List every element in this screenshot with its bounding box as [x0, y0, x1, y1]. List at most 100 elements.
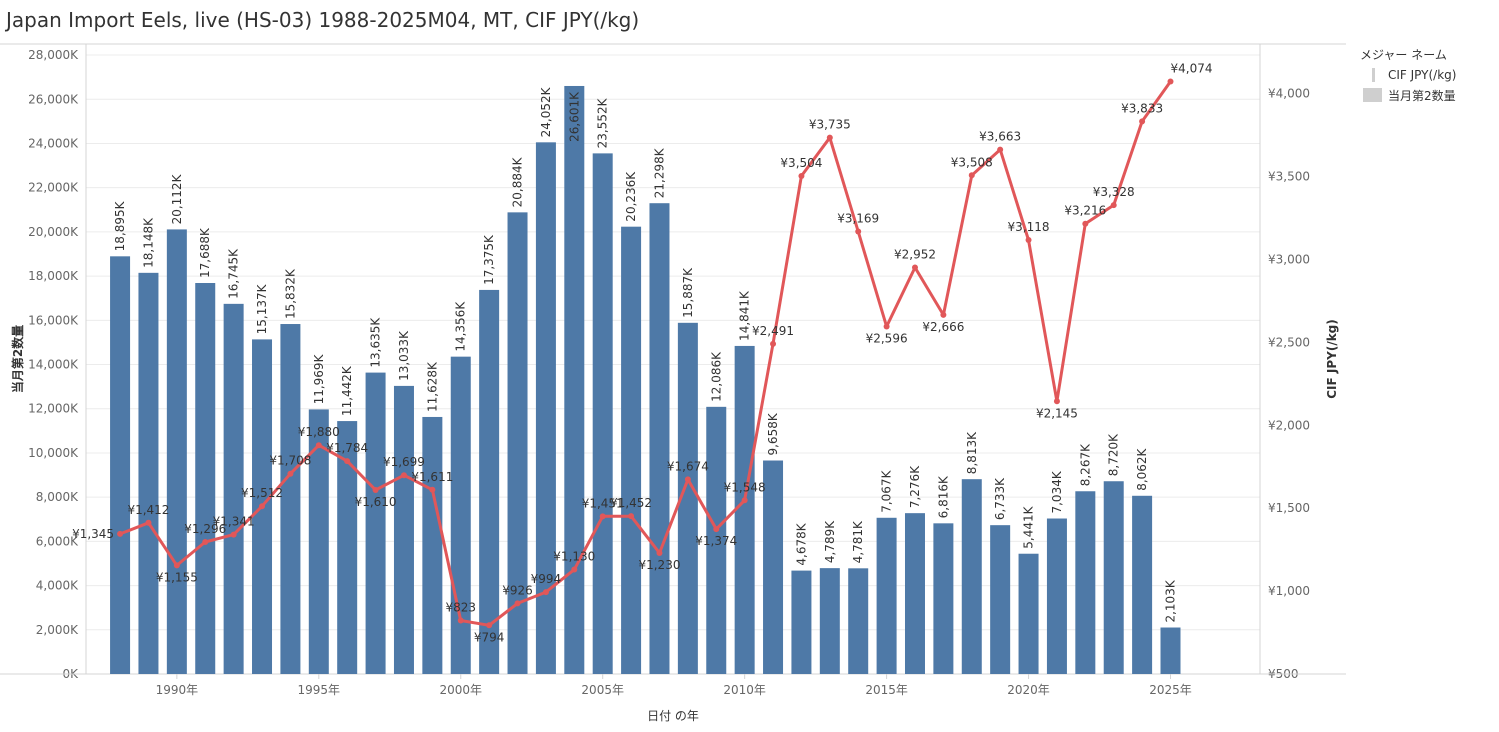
line-point — [287, 470, 294, 477]
y-right-tick-label: ¥1,000 — [1268, 584, 1310, 598]
line-point — [1139, 118, 1146, 125]
bar-value-label: 15,832K — [283, 268, 297, 319]
bar-value-label: 13,635K — [369, 317, 383, 368]
bar — [649, 203, 670, 675]
bar — [592, 153, 613, 675]
y-left-tick-label: 22,000K — [28, 181, 79, 195]
x-tick-label: 1990年 — [156, 683, 199, 697]
bar-value-label: 6,816K — [936, 475, 950, 518]
line-value-label: ¥3,504 — [780, 156, 822, 170]
x-tick-label: 2010年 — [723, 683, 766, 697]
bar-value-label: 7,067K — [880, 469, 894, 512]
line-point — [1167, 78, 1174, 85]
line-value-label: ¥1,345 — [72, 527, 114, 541]
bar — [507, 212, 528, 674]
line-point — [911, 264, 918, 271]
y-right-tick-label: ¥4,000 — [1268, 87, 1310, 101]
line-point — [770, 340, 777, 347]
bar — [138, 272, 159, 674]
y-left-tick-label: 24,000K — [28, 136, 79, 150]
line-value-label: ¥1,611 — [411, 470, 453, 484]
bar — [706, 406, 727, 674]
line-value-label: ¥1,512 — [241, 486, 283, 500]
line-value-label: ¥1,610 — [355, 495, 397, 509]
bar — [337, 421, 358, 674]
y-left-tick-label: 12,000K — [28, 402, 79, 416]
line-point — [599, 513, 606, 520]
legend: メジャー ネーム CIF JPY(/kg) 当月第2数量 — [1360, 46, 1495, 105]
bar-value-label: 14,841K — [738, 290, 752, 341]
bar-value-label: 8,813K — [965, 431, 979, 474]
bar — [763, 460, 784, 674]
line-value-label: ¥1,699 — [383, 455, 425, 469]
legend-bar-swatch — [1363, 88, 1382, 102]
line-value-label: ¥2,596 — [866, 332, 908, 346]
bar-value-label: 13,033K — [397, 330, 411, 381]
line-value-label: ¥3,833 — [1121, 101, 1163, 115]
bar — [819, 568, 840, 674]
y-left-tick-label: 26,000K — [28, 92, 79, 106]
y-axis-left-title: 当月第2数量 — [10, 325, 25, 393]
line-point — [656, 549, 663, 556]
x-axis-title: 日付 の年 — [647, 709, 699, 723]
y-left-tick-label: 28,000K — [28, 48, 79, 62]
bar-value-label: 7,276K — [908, 465, 922, 508]
bar-value-label: 26,601K — [567, 91, 581, 142]
line-value-label: ¥2,145 — [1036, 406, 1078, 420]
bar-value-label: 17,375K — [482, 234, 496, 285]
line-path — [119, 80, 1172, 627]
y-left-tick-label: 4,000K — [36, 579, 79, 593]
line-value-label: ¥926 — [502, 583, 533, 597]
bar — [848, 568, 869, 674]
line-value-label: ¥3,328 — [1093, 185, 1135, 199]
y-left-tick-label: 18,000K — [28, 269, 79, 283]
line-point — [628, 513, 635, 520]
x-tick-label: 2015年 — [865, 683, 908, 697]
bar-value-label: 9,658K — [766, 412, 780, 455]
line-point — [457, 617, 464, 624]
bar-value-label: 21,298K — [652, 147, 666, 198]
line-point — [1082, 220, 1089, 227]
legend-item-cif[interactable]: CIF JPY(/kg) — [1360, 65, 1495, 85]
line-point — [1053, 398, 1060, 405]
y-left-tick-label: 16,000K — [28, 313, 79, 327]
bar — [280, 324, 301, 674]
line-value-label: ¥3,735 — [809, 118, 851, 132]
line-point — [798, 172, 805, 179]
line-point — [344, 458, 351, 465]
y-right-tick-label: ¥3,500 — [1268, 170, 1310, 184]
y-right-tick-label: ¥3,000 — [1268, 253, 1310, 267]
y-left-tick-label: 8,000K — [36, 490, 79, 504]
line-value-label: ¥1,130 — [553, 550, 595, 564]
line-point — [230, 531, 237, 538]
bar-value-label: 8,062K — [1135, 447, 1149, 490]
line-point — [315, 442, 322, 449]
y-left-tick-label: 10,000K — [28, 446, 79, 460]
x-tick-label: 2020年 — [1007, 683, 1050, 697]
line-value-label: ¥3,216 — [1064, 204, 1106, 218]
bar — [933, 523, 954, 674]
line-value-label: ¥2,491 — [752, 324, 794, 338]
line-point — [514, 600, 521, 607]
y-left-tick-label: 20,000K — [28, 225, 79, 239]
bar — [422, 416, 443, 674]
bar — [365, 372, 386, 674]
line-value-label: ¥1,341 — [213, 515, 255, 529]
bar — [1160, 627, 1181, 674]
bar-value-label: 20,236K — [624, 171, 638, 222]
line-point — [826, 134, 833, 141]
bar-value-label: 4,789K — [823, 520, 837, 563]
line-point — [173, 562, 180, 569]
x-tick-label: 2000年 — [439, 683, 482, 697]
line-value-label: ¥1,296 — [184, 522, 226, 536]
bar-series — [110, 85, 1181, 675]
bar-value-label: 11,969K — [312, 353, 326, 404]
legend-label-quantity: 当月第2数量 — [1388, 88, 1456, 103]
line-point — [940, 311, 947, 318]
legend-item-quantity[interactable]: 当月第2数量 — [1360, 85, 1495, 105]
line-point — [372, 486, 379, 493]
y-left-tick-label: 14,000K — [28, 358, 79, 372]
bar-value-label: 14,356K — [454, 301, 468, 352]
x-tick-label: 2005年 — [581, 683, 624, 697]
